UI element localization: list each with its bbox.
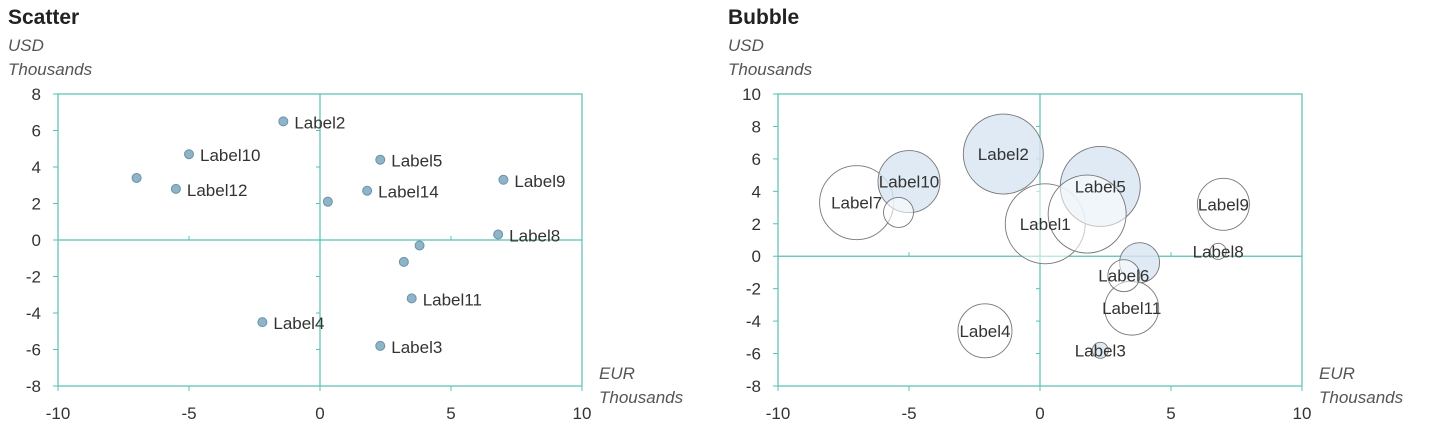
data-label: Label8 xyxy=(1193,242,1244,261)
data-point xyxy=(322,196,333,207)
data-label: Label6 xyxy=(1098,267,1149,286)
data-label: Label11 xyxy=(423,290,482,309)
data-label: Label9 xyxy=(1198,195,1249,214)
bubble-chart: -8 -6 -4 -2 0 2 4 6 8 10 -10 -5 0 5 10 Label1 Label2 Labe… xyxy=(742,85,1312,423)
y-axis-label-scale: Thousands xyxy=(728,60,813,79)
data-bubble xyxy=(1047,174,1127,254)
y-tick-label: -6 xyxy=(746,345,761,364)
x-tick-label: 0 xyxy=(1035,404,1044,423)
data-point xyxy=(362,185,373,196)
x-tick-label: -10 xyxy=(766,404,791,423)
data-point xyxy=(257,317,268,328)
x-axis-label: EUR Thousands xyxy=(599,362,683,410)
y-tick-label: -2 xyxy=(26,268,41,287)
y-tick-label: 10 xyxy=(742,85,761,104)
data-label: Label14 xyxy=(378,183,439,202)
y-tick-label: -4 xyxy=(26,304,41,323)
data-label: Label12 xyxy=(187,181,248,200)
x-tick-label: -5 xyxy=(901,404,916,423)
bubble-panel: Bubble USD Thousands EUR Thousands -8 -6-… xyxy=(720,0,1440,430)
data-bubble xyxy=(883,196,914,228)
data-label: Label2 xyxy=(294,113,345,132)
x-axis-label-scale: Thousands xyxy=(1319,388,1404,407)
data-label: Label1 xyxy=(1020,215,1071,234)
data-label: Label5 xyxy=(391,152,442,171)
data-label: Label10 xyxy=(879,173,940,192)
y-tick-label: -8 xyxy=(26,377,41,396)
scatter-panel: Scatter USD Thousands EUR Thousands -8 -6… xyxy=(8,6,683,423)
y-tick-label: 8 xyxy=(752,117,761,136)
data-point xyxy=(375,154,386,165)
y-axis-label-unit: USD xyxy=(8,36,44,55)
x-tick-label: 0 xyxy=(315,404,324,423)
x-axis-label-unit: EUR xyxy=(599,364,635,383)
x-axis-label-scale: Thousands xyxy=(599,388,684,407)
y-axis-label: USD Thousands xyxy=(728,34,812,82)
data-point xyxy=(131,172,142,183)
y-tick-label: 2 xyxy=(752,215,761,234)
chart-title: Bubble xyxy=(728,6,800,29)
y-tick-label: -4 xyxy=(746,312,761,331)
y-tick-label: 6 xyxy=(752,150,761,169)
data-label: Label11 xyxy=(1102,299,1161,318)
y-tick-label: -8 xyxy=(746,377,761,396)
data-label: Label9 xyxy=(514,172,565,191)
x-tick-label: 10 xyxy=(1293,404,1312,423)
data-bubble xyxy=(1196,177,1250,231)
y-tick-label: 4 xyxy=(32,158,41,177)
data-label: Label8 xyxy=(509,227,560,246)
data-point xyxy=(498,174,509,185)
y-axis-label: USD Thousands xyxy=(8,34,92,82)
x-tick-label: 5 xyxy=(1166,404,1175,423)
data-label: Label4 xyxy=(273,314,324,333)
y-axis-label-scale: Thousands xyxy=(8,60,93,79)
data-label: Label2 xyxy=(978,145,1029,164)
data-point xyxy=(184,149,194,160)
y-tick-label: 8 xyxy=(32,85,41,104)
x-tick-label: 10 xyxy=(573,404,592,423)
data-point xyxy=(414,240,425,251)
y-tick-label: 0 xyxy=(32,231,41,250)
data-label: Label3 xyxy=(1075,341,1126,360)
data-bubble xyxy=(962,113,1044,195)
data-point xyxy=(170,183,181,194)
data-label: Label7 xyxy=(831,194,882,213)
y-tick-label: 2 xyxy=(32,195,41,214)
data-label: Label3 xyxy=(391,338,442,357)
chart-title: Scatter xyxy=(8,6,80,29)
data-bubble xyxy=(957,303,1013,359)
scatter-chart: -8 -6 -4 -2 0 2 4 6 8 -10 -5 0 5 10 Label2 Label3 Label4… xyxy=(26,85,592,423)
data-point xyxy=(493,229,504,240)
y-tick-label: 0 xyxy=(752,247,761,266)
x-tick-label: 5 xyxy=(446,404,455,423)
y-tick-label: -6 xyxy=(26,341,41,360)
x-axis-label: EUR Thousands xyxy=(1319,362,1403,410)
data-point xyxy=(398,256,409,267)
y-axis-label-unit: USD xyxy=(728,36,764,55)
x-axis-label-unit: EUR xyxy=(1319,364,1355,383)
data-point xyxy=(278,116,289,127)
data-label: Label4 xyxy=(959,322,1010,341)
y-tick-label: 4 xyxy=(752,182,761,201)
data-bubble xyxy=(1107,259,1141,293)
y-tick-label: -2 xyxy=(746,280,761,299)
data-label: Label10 xyxy=(200,146,261,165)
data-point xyxy=(406,293,417,304)
x-tick-label: -10 xyxy=(46,404,71,423)
y-tick-label: 6 xyxy=(32,122,41,141)
data-bubble xyxy=(1209,242,1227,260)
x-tick-label: -5 xyxy=(181,404,196,423)
data-label: Label5 xyxy=(1075,177,1126,196)
data-bubble xyxy=(1091,341,1109,359)
data-point xyxy=(375,340,386,351)
